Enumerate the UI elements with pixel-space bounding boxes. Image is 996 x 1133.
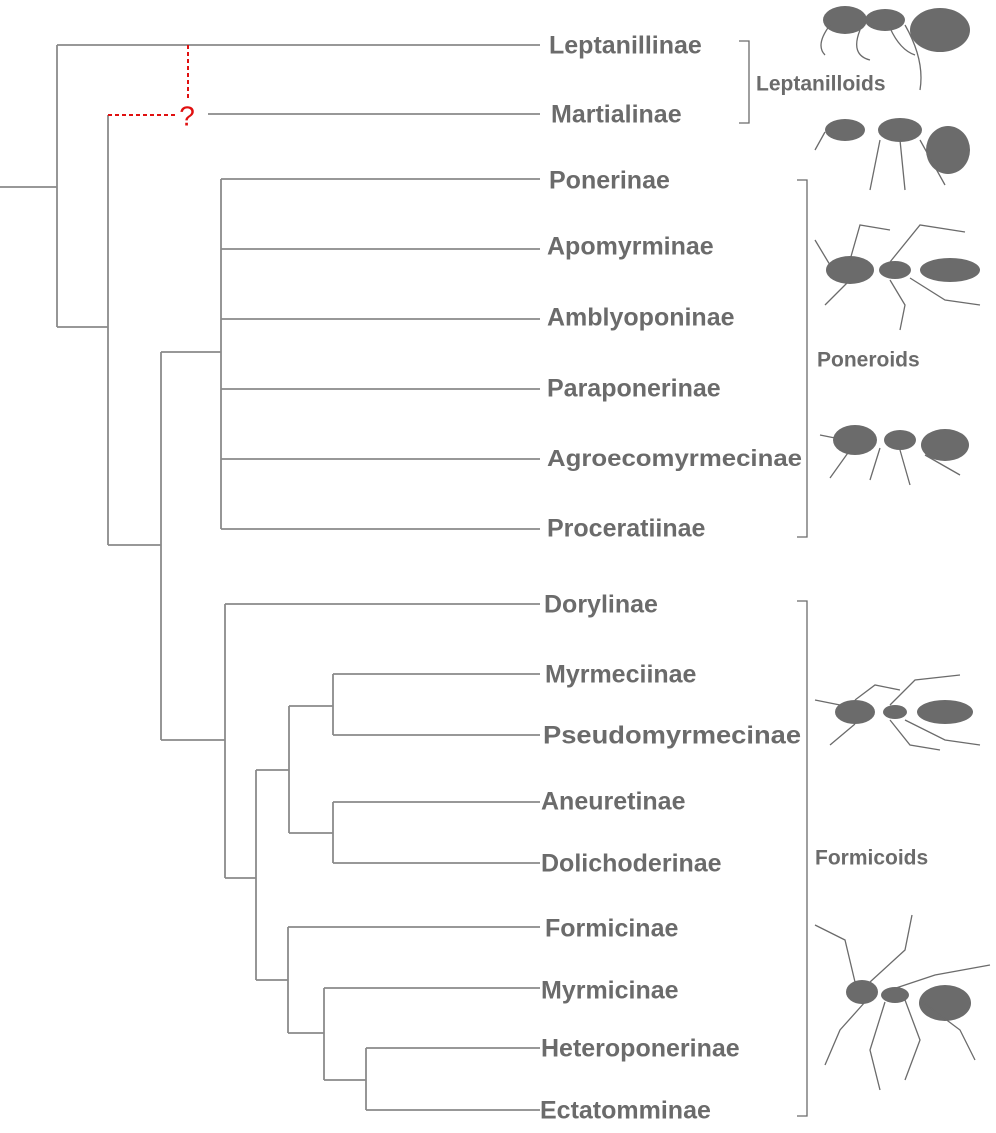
taxon-label: Ectatomminae	[540, 1097, 711, 1125]
taxon-label: Apomyrminae	[547, 233, 714, 261]
group-label: Formicoids	[815, 847, 928, 870]
taxon-label: Myrmicinae	[541, 977, 679, 1005]
ant-icon	[820, 6, 970, 91]
taxon-label: Pseudomyrmecinae	[543, 722, 801, 750]
taxon-label: Formicinae	[545, 915, 678, 943]
taxon-label: Myrmeciinae	[545, 661, 697, 689]
taxon-label: Aneuretinae	[541, 788, 686, 816]
group-label: Poneroids	[817, 349, 920, 372]
taxon-labels: Leptanillinae Martialinae Ponerinae Apom…	[540, 32, 802, 1125]
ant-icon	[814, 674, 981, 751]
taxon-label: Heteroponerinae	[541, 1035, 740, 1063]
group-label: Leptanilloids	[756, 73, 886, 96]
taxon-label: Leptanillinae	[549, 32, 702, 60]
taxon-label: Amblyoponinae	[547, 304, 735, 332]
tree-branches	[0, 44, 540, 1111]
taxon-label: Dolichoderinae	[541, 850, 722, 878]
ant-icon	[814, 118, 970, 191]
group-brackets	[739, 40, 808, 1117]
taxon-label: Dorylinae	[544, 591, 658, 619]
taxon-label: Proceratiinae	[547, 515, 706, 543]
ant-silhouettes	[814, 6, 991, 1091]
ant-icon	[814, 914, 991, 1091]
ant-icon	[814, 224, 981, 331]
taxon-label: Martialinae	[551, 101, 682, 129]
taxon-label: Paraponerinae	[547, 375, 721, 403]
ant-icon	[819, 425, 969, 486]
taxon-label: Ponerinae	[549, 167, 670, 195]
uncertain-mark: ?	[179, 100, 195, 131]
taxon-label: Agroecomyrmecinae	[547, 445, 802, 471]
